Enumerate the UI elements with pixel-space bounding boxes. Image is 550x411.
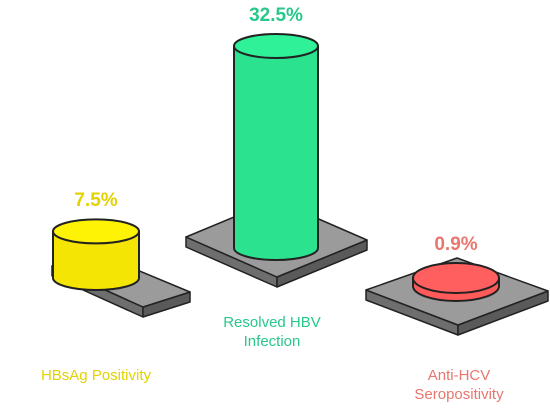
category-label-hbsag: HBsAg Positivity bbox=[40, 367, 152, 384]
category-label-anti-hcv: Anti-HCV Seropositivity bbox=[414, 367, 504, 403]
category-label-resolved-hbv: Resolved HBV Infection bbox=[223, 314, 321, 350]
bar-body-hbsag bbox=[52, 230, 140, 291]
bar-top-resolved-hbv bbox=[233, 33, 319, 59]
bar-top-hbsag bbox=[52, 218, 140, 245]
value-label-resolved-hbv: 32.5% bbox=[249, 5, 303, 26]
bar-body-resolved-hbv bbox=[233, 45, 319, 261]
value-label-hbsag: 7.5% bbox=[74, 190, 118, 212]
bar-top-anti-hcv bbox=[412, 262, 500, 294]
value-label-anti-hcv: 0.9% bbox=[434, 234, 478, 255]
